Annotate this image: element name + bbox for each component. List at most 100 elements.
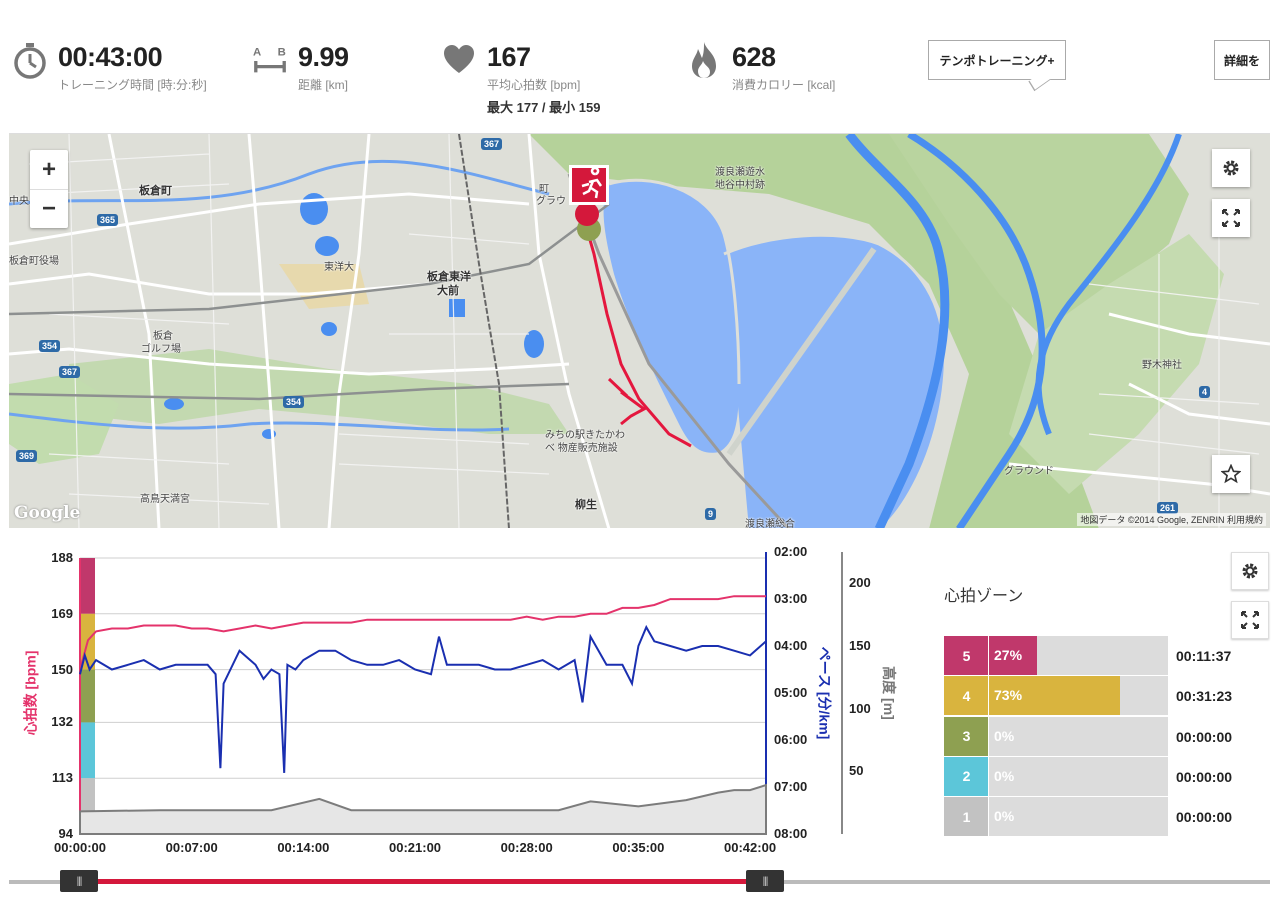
map-label-itakura-office: 板倉町役場	[9, 256, 59, 267]
zone-percent: 27%	[994, 647, 1023, 663]
zone-time: 00:00:00	[1176, 728, 1233, 745]
route-shield: 367	[59, 366, 81, 378]
zoom-out-button[interactable]: −	[30, 189, 68, 228]
stopwatch-icon	[12, 40, 48, 80]
pace-tick-label: 08:00	[774, 826, 808, 841]
flame-icon	[686, 40, 722, 80]
zone-number: 5	[944, 636, 989, 675]
altitude-axis-title: 高度 [m]	[880, 666, 897, 720]
zone-separator	[988, 716, 989, 756]
zone-percent: 0%	[994, 808, 1015, 825]
map-canvas[interactable]	[9, 134, 1270, 528]
zone-separator	[988, 756, 989, 796]
distance-ab-icon: A B	[252, 40, 288, 80]
map-label-machi: 町	[539, 184, 549, 195]
detail-button[interactable]: 詳細を	[1214, 40, 1270, 80]
distance-label: 距離 [km]	[298, 78, 348, 92]
expand-icon	[1241, 611, 1259, 629]
zone-number: 4	[944, 676, 989, 716]
star-icon	[1221, 464, 1241, 484]
zone-bar	[989, 676, 1120, 716]
zone-row: 5 27%	[944, 636, 1168, 675]
map-attribution[interactable]: 地図データ ©2014 Google, ZENRIN 利用規約	[1077, 513, 1266, 526]
calories-label: 消費カロリー [kcal]	[732, 78, 836, 92]
map-label-yagyu: 柳生	[575, 499, 597, 511]
distance-value: 9.99	[298, 42, 349, 72]
avg-heart-rate-label: 平均心拍数 [bpm]	[487, 78, 581, 92]
heart-rate-minmax: 最大 177 / 最小 159	[487, 100, 601, 115]
zone-number: 3	[944, 716, 989, 756]
pace-tick-label: 06:00	[774, 732, 808, 747]
duration-value: 00:43:00	[58, 42, 163, 72]
map-label-michinoeki-2: べ 物産販売施設	[545, 443, 618, 454]
zone-separator	[988, 636, 989, 675]
gear-icon	[1223, 160, 1239, 176]
route-shield: 4	[1199, 386, 1211, 398]
zone-time: 00:00:00	[1176, 809, 1233, 826]
heart-rate-tick-label: 132	[51, 714, 73, 730]
map-label-takatori: 高鳥天満宮	[140, 494, 190, 505]
range-end-handle[interactable]: |||	[746, 870, 784, 892]
zone-time: 00:00:00	[1176, 768, 1233, 785]
pace-axis-title: ペース [分/km]	[816, 646, 833, 740]
map-favorite-button[interactable]	[1212, 455, 1250, 493]
zone-row: 3 0%	[944, 716, 1168, 756]
time-range-selection	[90, 879, 760, 884]
route-map[interactable]: 板倉町 板倉町役場 中央 東洋大 板倉東洋 大前 板倉 ゴルフ場 みちの駅きたか…	[9, 133, 1270, 528]
zone-time: 00:11:37	[1176, 648, 1232, 664]
zone-separator	[988, 676, 989, 716]
chart-fullscreen-button[interactable]	[1231, 601, 1269, 639]
map-label-itakura-golf-2: ゴルフ場	[141, 344, 181, 355]
map-label-watarase-1: 渡良瀬遊水	[715, 167, 765, 178]
distance-a-label: A	[253, 46, 261, 58]
zone-separator	[988, 797, 989, 837]
heart-icon	[441, 40, 477, 80]
route-shield: 261	[1157, 502, 1179, 514]
map-label-toyo-univ: 東洋大	[324, 262, 354, 273]
google-logo: Google	[14, 503, 81, 523]
route-shield: 354	[283, 396, 305, 408]
map-label-itakura-toyo-mae-2: 大前	[437, 285, 459, 297]
time-tick-label: 00:35:00	[612, 840, 665, 855]
time-tick-label: 00:07:00	[165, 840, 218, 855]
time-tick-label: 00:21:00	[388, 840, 442, 855]
gear-icon	[1242, 563, 1258, 579]
route-shield: 9	[705, 508, 717, 520]
zone-number: 1	[944, 797, 989, 837]
zone-row: 2 0%	[944, 756, 1168, 796]
route-shield: 369	[16, 450, 38, 462]
heart-rate-series	[79, 595, 766, 670]
altitude-series	[79, 783, 767, 835]
range-start-handle[interactable]: |||	[60, 870, 98, 892]
route-shield: 367	[481, 138, 503, 150]
map-label-ground: グラウンド	[1004, 466, 1054, 477]
distance-stat: A B 9.99 距離 [km]	[252, 40, 349, 93]
workout-chart[interactable]	[0, 540, 900, 880]
map-fullscreen-button[interactable]	[1212, 199, 1250, 237]
training-type-badge[interactable]: テンポトレーニング+	[928, 40, 1066, 80]
time-tick-label: 00:14:00	[277, 840, 330, 855]
heart-rate-tick-label: 169	[51, 605, 73, 621]
zone-row: 4 73%	[944, 676, 1168, 716]
zoom-in-button[interactable]: +	[41, 155, 56, 183]
map-settings-button[interactable]	[1212, 149, 1250, 187]
pace-tick-label: 02:00	[774, 544, 808, 559]
pace-tick-label: 07:00	[774, 779, 808, 794]
pace-tick-label: 03:00	[774, 591, 808, 606]
zone-settings-button[interactable]	[1231, 552, 1269, 590]
expand-icon	[1222, 209, 1240, 227]
altitude-tick-label: 200	[849, 575, 871, 591]
zone-percent: 0%	[994, 767, 1015, 784]
map-label-itakura-toyo-mae-1: 板倉東洋	[427, 271, 471, 283]
time-tick-label: 00:42:00	[724, 840, 777, 855]
calories-stat: 628 消費カロリー [kcal]	[686, 40, 835, 93]
pace-series	[79, 624, 767, 773]
route-shield: 354	[39, 340, 61, 352]
duration-label: トレーニング時間 [時:分:秒]	[58, 78, 207, 92]
zone-row: 1 0%	[944, 797, 1168, 837]
heart-rate-tick-label: 188	[51, 550, 73, 565]
heart-rate-stat: 167 平均心拍数 [bpm] 最大 177 / 最小 159	[441, 40, 600, 116]
map-label-itakura-golf-1: 板倉	[153, 331, 173, 342]
map-label-itakura-machi: 板倉町	[139, 185, 172, 197]
